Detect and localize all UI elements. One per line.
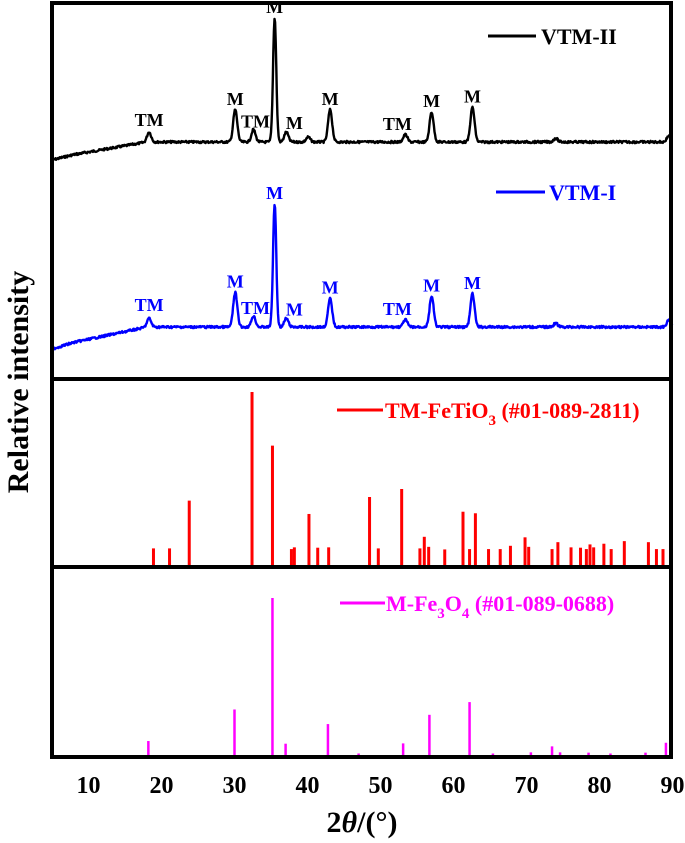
legend-label-tm: TM-FeTiO3 (#01-089-2811) [385, 398, 640, 429]
peak-label-m: M [266, 183, 283, 203]
pattern-line [51, 17, 674, 162]
peak-label-m: M [423, 275, 440, 295]
legend-label-m: M-Fe3O4 (#01-089-0688) [386, 591, 614, 622]
x-tick-label: 60 [442, 773, 466, 799]
peak-label-tm: TM [241, 112, 270, 132]
y-axis-title: Relative intensity [2, 271, 35, 493]
peak-label-m: M [423, 91, 440, 111]
reference-sticks [151, 392, 665, 565]
peak-label-m: M [286, 113, 303, 133]
reference-sticks [147, 598, 668, 755]
peak-label-m: M [227, 89, 244, 109]
peak-label-m: M [464, 86, 481, 106]
x-tick-label: 50 [369, 773, 393, 799]
x-tick-label: 80 [588, 773, 612, 799]
x-tick-label: 20 [150, 773, 174, 799]
pattern-line [50, 203, 674, 351]
peak-label-m: M [322, 89, 339, 109]
peak-label-tm: TM [135, 295, 164, 315]
legend-tm-ref: TM-FeTiO3 (#01-089-2811) [337, 398, 640, 429]
x-axis-ticks: 10 20 30 40 50 60 70 80 90 [77, 773, 685, 799]
peak-label-tm: TM [383, 114, 412, 134]
peak-label-m: M [227, 272, 244, 292]
peak-label-m: M [286, 299, 303, 319]
legend-label-vtm2: VTM-II [541, 24, 617, 49]
x-tick-label: 10 [77, 773, 101, 799]
peak-label-m: M [464, 273, 481, 293]
peak-label-tm: TM [241, 298, 270, 318]
x-tick-label: 90 [661, 773, 685, 799]
legend-vtm2: VTM-II [488, 24, 617, 49]
peak-label-tm: TM [135, 110, 164, 130]
x-tick-label: 70 [515, 773, 539, 799]
x-axis-title: 2θ/(°) [327, 806, 398, 839]
legend-vtm1: VTM-I [496, 180, 616, 205]
x-tick-label: 40 [296, 773, 320, 799]
legend-label-vtm1: VTM-I [549, 180, 616, 205]
legend-m-ref: M-Fe3O4 (#01-089-0688) [340, 591, 614, 622]
peak-label-m: M [322, 278, 339, 298]
x-tick-label: 30 [223, 773, 247, 799]
peak-label-tm: TM [383, 299, 412, 319]
